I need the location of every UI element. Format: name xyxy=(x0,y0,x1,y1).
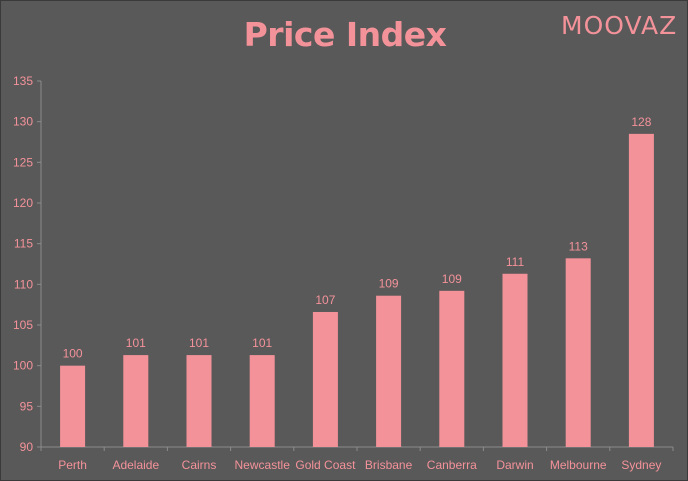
data-label: 111 xyxy=(506,255,525,269)
y-tick-label: 110 xyxy=(14,277,33,291)
y-tick-label: 135 xyxy=(13,74,33,88)
bar xyxy=(186,355,212,447)
bar xyxy=(60,365,86,447)
y-tick-label: 130 xyxy=(13,115,33,129)
chart-title: Price Index xyxy=(243,15,447,54)
bar xyxy=(628,133,654,447)
x-tick-label: Newcastle xyxy=(235,458,291,472)
data-label: 109 xyxy=(442,272,462,286)
x-tick-label: Canberra xyxy=(427,458,477,472)
y-tick-label: 105 xyxy=(13,318,33,332)
data-label: 128 xyxy=(631,115,651,129)
x-tick-label: Adelaide xyxy=(112,458,159,472)
bar xyxy=(502,273,528,447)
data-label: 109 xyxy=(379,277,399,291)
data-label: 101 xyxy=(126,336,146,350)
x-tick-label: Cairns xyxy=(182,458,217,472)
y-tick-label: 90 xyxy=(20,440,34,454)
y-tick-label: 120 xyxy=(13,196,33,210)
data-label: 113 xyxy=(569,239,588,253)
bar xyxy=(312,311,338,447)
x-tick-label: Brisbane xyxy=(365,458,413,472)
y-tick-label: 95 xyxy=(20,399,34,413)
y-tick-label: 115 xyxy=(14,237,33,251)
y-tick-label: 125 xyxy=(13,155,33,169)
bar xyxy=(249,355,275,447)
x-tick-label: Perth xyxy=(58,458,87,472)
bar xyxy=(123,355,149,447)
data-label: 101 xyxy=(189,336,209,350)
bar xyxy=(565,258,591,447)
x-tick-label: Sydney xyxy=(621,458,661,472)
data-label: 101 xyxy=(252,336,272,350)
data-label: 107 xyxy=(315,293,335,307)
x-tick-label: Darwin xyxy=(496,458,533,472)
bar xyxy=(439,290,465,447)
brand-logo: MOOVAZ xyxy=(561,11,678,40)
y-tick-label: 100 xyxy=(13,359,33,373)
bar xyxy=(376,295,402,447)
x-tick-label: Melbourne xyxy=(550,458,607,472)
data-label: 100 xyxy=(63,347,83,361)
x-tick-label: Gold Coast xyxy=(295,458,356,472)
